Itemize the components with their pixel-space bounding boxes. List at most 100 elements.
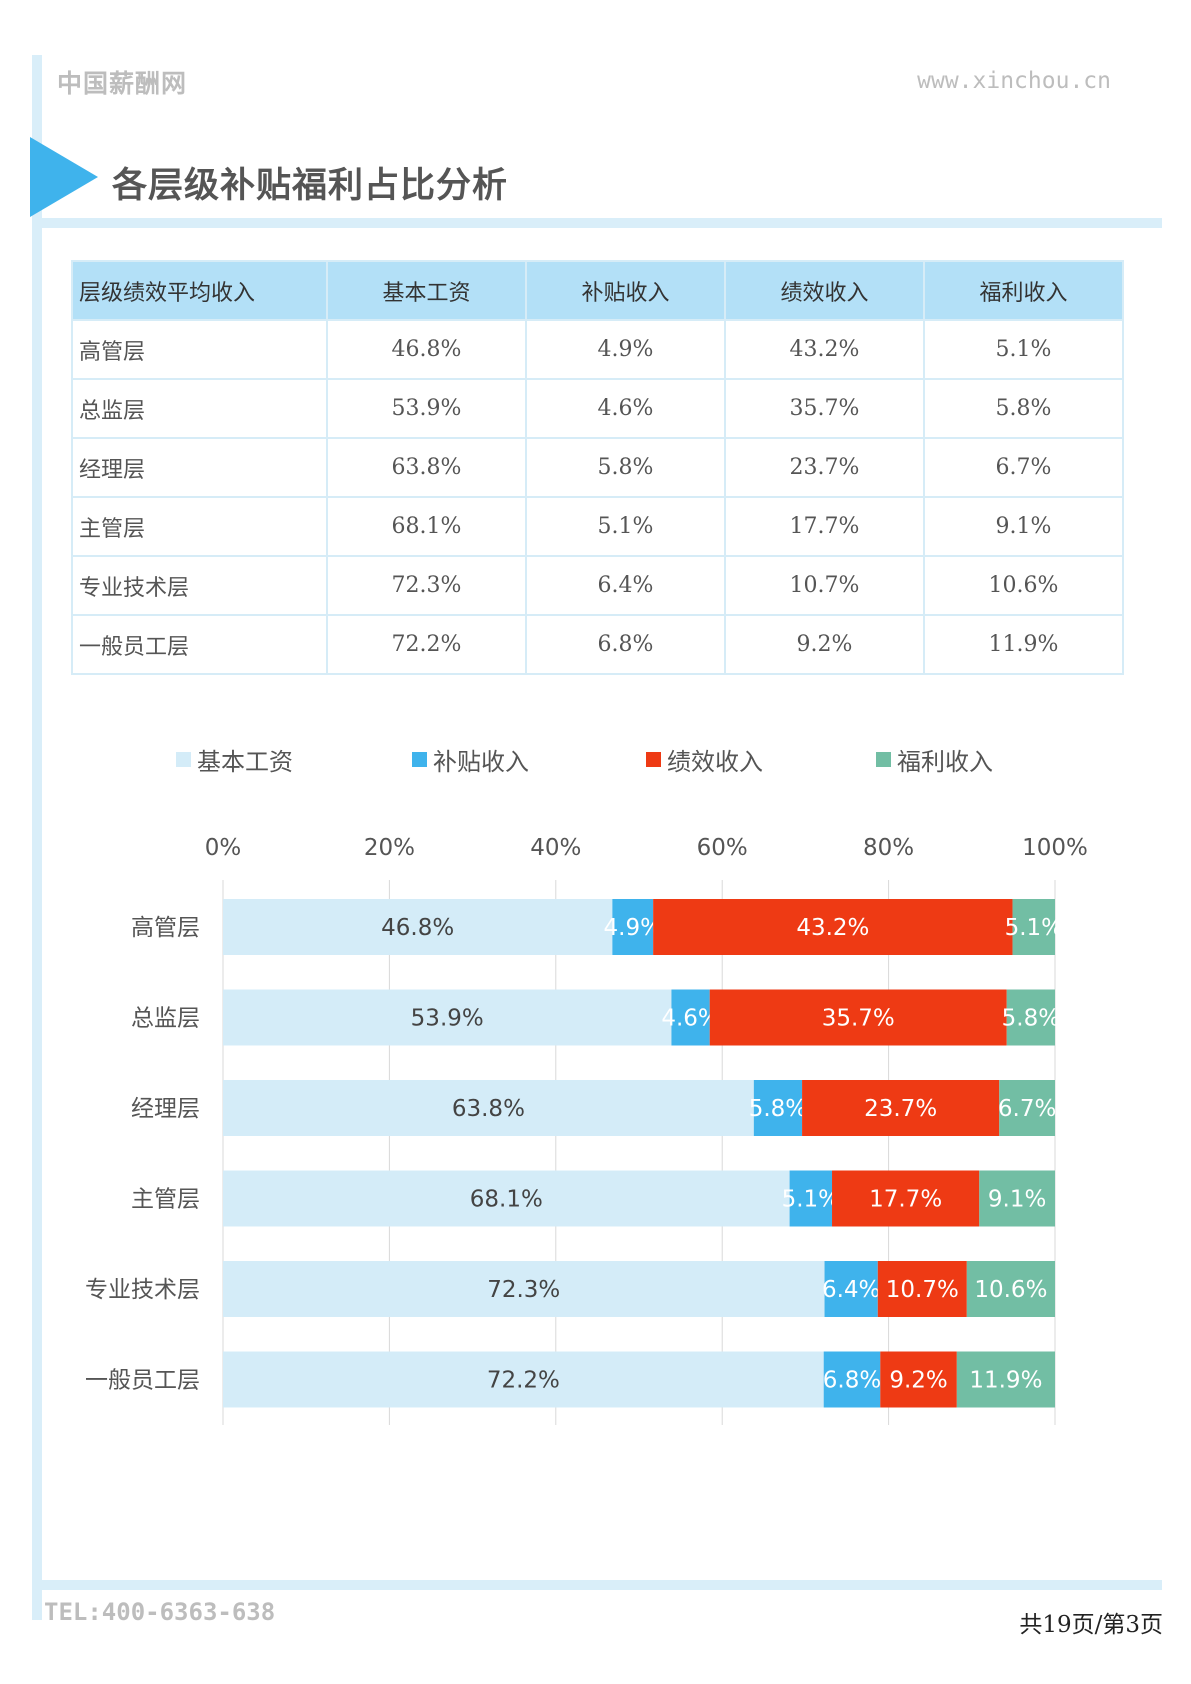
legend-swatch: [412, 752, 427, 767]
data-label: 17.7%: [869, 1187, 942, 1213]
chart-legend: 基本工资 补贴收入 绩效收入 福利收入: [176, 742, 1036, 782]
table-cell: 63.8%: [326, 437, 527, 498]
title-divider: [42, 218, 1162, 228]
data-label: 5.8%: [1002, 1006, 1060, 1032]
table-header-cell: 福利收入: [923, 260, 1124, 321]
table-cell: 43.2%: [724, 319, 925, 380]
table-row-label: 经理层: [71, 437, 328, 498]
legend-item: 福利收入: [876, 742, 993, 777]
data-label: 43.2%: [796, 915, 869, 941]
data-label: 53.9%: [411, 1006, 484, 1032]
table-cell: 72.2%: [326, 614, 527, 675]
x-tick-label: 40%: [530, 835, 581, 861]
footer-divider: [42, 1580, 1162, 1590]
data-label: 23.7%: [864, 1096, 937, 1122]
bar-segment: [709, 989, 1007, 1046]
table-header-cell: 补贴收入: [525, 260, 726, 321]
data-label: 9.1%: [988, 1187, 1046, 1213]
legend-swatch: [876, 752, 891, 767]
x-tick-label: 20%: [364, 835, 415, 861]
data-label: 72.2%: [487, 1368, 560, 1394]
table-row: 专业技术层 72.3% 6.4% 10.7% 10.6%: [71, 555, 1124, 616]
bar-segment: [223, 899, 613, 955]
table-header-row: 层级绩效平均收入 基本工资 补贴收入 绩效收入 福利收入: [71, 260, 1124, 321]
stacked-bar-chart: 0% 20% 40% 60% 80% 100% 高管层 46.8% 4.9% 43.2% 5.1% 总…: [85, 835, 1088, 1425]
table-cell: 5.8%: [525, 437, 726, 498]
bar-segment: [824, 1261, 878, 1317]
data-label: 5.8%: [749, 1096, 807, 1122]
data-label: 5.1%: [782, 1187, 840, 1213]
legend-swatch: [646, 752, 661, 767]
data-label: 5.1%: [1005, 915, 1063, 941]
bar-segment: [802, 1080, 1000, 1136]
y-category-label: 总监层: [131, 1006, 200, 1032]
table-header-cell: 层级绩效平均收入: [71, 260, 328, 321]
legend-label: 福利收入: [897, 748, 993, 776]
data-label: 9.2%: [889, 1368, 947, 1394]
legend-item: 绩效收入: [646, 742, 763, 777]
table-cell: 5.1%: [923, 319, 1124, 380]
table-row: 一般员工层 72.2% 6.8% 9.2% 11.9%: [71, 614, 1124, 675]
brand-name: 中国薪酬网: [57, 69, 188, 98]
bar-segment: [1012, 899, 1055, 955]
bar-segment: [979, 1170, 1055, 1227]
table-cell: 4.9%: [525, 319, 726, 380]
table-row-label: 一般员工层: [71, 614, 328, 675]
table-row-label: 专业技术层: [71, 555, 328, 616]
footer-phone: TEL:400-6363-638: [44, 1598, 276, 1626]
table-cell: 6.8%: [525, 614, 726, 675]
bar-segment: [823, 1351, 881, 1408]
bar-segment: [612, 899, 654, 955]
data-label: 6.4%: [822, 1277, 880, 1303]
bar-segment: [671, 989, 710, 1046]
y-category-label: 经理层: [131, 1096, 200, 1122]
data-label: 6.8%: [823, 1368, 881, 1394]
x-tick-label: 60%: [697, 835, 748, 861]
table-row: 高管层 46.8% 4.9% 43.2% 5.1%: [71, 319, 1124, 380]
x-tick-label: 0%: [205, 835, 242, 861]
bar-segment: [966, 1261, 1055, 1317]
title-arrow-icon: [30, 137, 98, 217]
table-header-cell: 绩效收入: [724, 260, 925, 321]
data-label: 4.9%: [604, 915, 662, 941]
table-cell: 35.7%: [724, 378, 925, 439]
data-label: 68.1%: [470, 1187, 543, 1213]
bar-segment: [999, 1080, 1055, 1136]
table-row: 主管层 68.1% 5.1% 17.7% 9.1%: [71, 496, 1124, 557]
bar-segment: [223, 989, 672, 1046]
data-label: 72.3%: [487, 1277, 560, 1303]
bar-segment: [956, 1351, 1055, 1408]
bar-segment: [223, 1170, 790, 1227]
table-cell: 6.4%: [525, 555, 726, 616]
table-cell: 5.8%: [923, 378, 1124, 439]
table-cell: 72.3%: [326, 555, 527, 616]
table-row-label: 高管层: [71, 319, 328, 380]
table-cell: 11.9%: [923, 614, 1124, 675]
bar-segment: [653, 899, 1013, 955]
table-cell: 6.7%: [923, 437, 1124, 498]
table-header-cell: 基本工资: [326, 260, 527, 321]
table-cell: 5.1%: [525, 496, 726, 557]
bar-segment: [223, 1080, 754, 1136]
x-tick-label: 100%: [1022, 835, 1088, 861]
table-cell: 68.1%: [326, 496, 527, 557]
data-label: 6.7%: [998, 1096, 1056, 1122]
bar-segment: [832, 1170, 980, 1227]
legend-swatch: [176, 752, 191, 767]
bar-segment: [1006, 989, 1055, 1046]
table-cell: 17.7%: [724, 496, 925, 557]
y-category-label: 一般员工层: [85, 1368, 200, 1394]
table-row: 总监层 53.9% 4.6% 35.7% 5.8%: [71, 378, 1124, 439]
table-cell: 9.2%: [724, 614, 925, 675]
left-accent-bar: [32, 55, 42, 1620]
legend-label: 绩效收入: [667, 748, 763, 776]
data-label: 11.9%: [969, 1368, 1042, 1394]
bar-segment: [223, 1261, 825, 1317]
bar-segment: [877, 1261, 967, 1317]
data-label: 10.6%: [974, 1277, 1047, 1303]
data-label: 46.8%: [381, 915, 454, 941]
table-row: 经理层 63.8% 5.8% 23.7% 6.7%: [71, 437, 1124, 498]
site-url[interactable]: www.xinchou.cn: [917, 68, 1111, 94]
table-cell: 9.1%: [923, 496, 1124, 557]
table-cell: 10.7%: [724, 555, 925, 616]
